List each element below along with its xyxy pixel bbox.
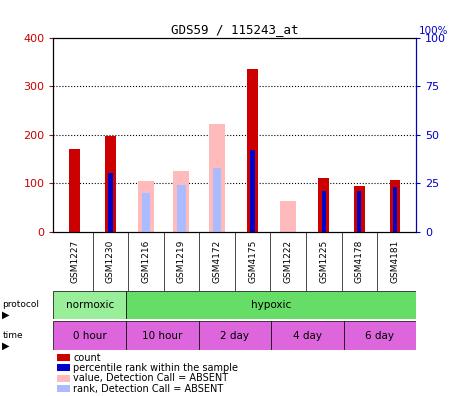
Bar	[126, 291, 416, 319]
Text: GSM1219: GSM1219	[177, 240, 186, 283]
Bar	[357, 191, 361, 232]
Text: count: count	[73, 352, 101, 363]
Text: GSM1222: GSM1222	[284, 240, 292, 283]
Bar	[344, 321, 416, 350]
Bar	[199, 321, 271, 350]
Bar	[173, 171, 189, 232]
Text: ▶: ▶	[2, 310, 10, 320]
Bar	[141, 193, 150, 232]
Text: rank, Detection Call = ABSENT: rank, Detection Call = ABSENT	[73, 384, 224, 394]
Bar	[53, 291, 126, 319]
Title: GDS59 / 115243_at: GDS59 / 115243_at	[171, 23, 299, 36]
Text: GSM1225: GSM1225	[319, 240, 328, 283]
Text: GSM4181: GSM4181	[390, 240, 399, 283]
Bar	[126, 321, 199, 350]
Text: GSM4175: GSM4175	[248, 240, 257, 283]
Bar	[53, 321, 126, 350]
Bar	[57, 385, 70, 392]
Bar	[209, 124, 225, 232]
Text: 100%: 100%	[419, 26, 448, 36]
Bar	[57, 375, 70, 382]
Bar	[390, 180, 400, 232]
Bar	[247, 69, 258, 232]
Bar	[319, 178, 329, 232]
Text: GSM1216: GSM1216	[141, 240, 151, 283]
Text: protocol: protocol	[2, 301, 40, 309]
Bar	[280, 201, 296, 232]
Text: 4 day: 4 day	[293, 331, 322, 341]
Text: GSM1227: GSM1227	[70, 240, 80, 283]
Bar	[213, 168, 221, 232]
Bar	[108, 173, 113, 232]
Text: GSM4172: GSM4172	[213, 240, 221, 283]
Text: 2 day: 2 day	[220, 331, 249, 341]
Bar	[354, 186, 365, 232]
Bar	[271, 321, 344, 350]
Text: value, Detection Call = ABSENT: value, Detection Call = ABSENT	[73, 373, 229, 383]
Bar	[251, 150, 255, 232]
Text: normoxic: normoxic	[66, 300, 114, 310]
Bar	[177, 185, 186, 232]
Text: GSM1230: GSM1230	[106, 240, 115, 283]
Text: 6 day: 6 day	[365, 331, 394, 341]
Text: time: time	[2, 331, 23, 340]
Bar	[393, 187, 397, 232]
Bar	[69, 149, 80, 232]
Bar	[138, 181, 154, 232]
Bar	[322, 191, 326, 232]
Text: 10 hour: 10 hour	[142, 331, 182, 341]
Bar	[105, 135, 116, 232]
Text: GSM4178: GSM4178	[355, 240, 364, 283]
Bar	[57, 354, 70, 361]
Text: percentile rank within the sample: percentile rank within the sample	[73, 363, 239, 373]
Text: hypoxic: hypoxic	[251, 300, 291, 310]
Text: ▶: ▶	[2, 341, 10, 350]
Text: 0 hour: 0 hour	[73, 331, 106, 341]
Bar	[57, 364, 70, 371]
